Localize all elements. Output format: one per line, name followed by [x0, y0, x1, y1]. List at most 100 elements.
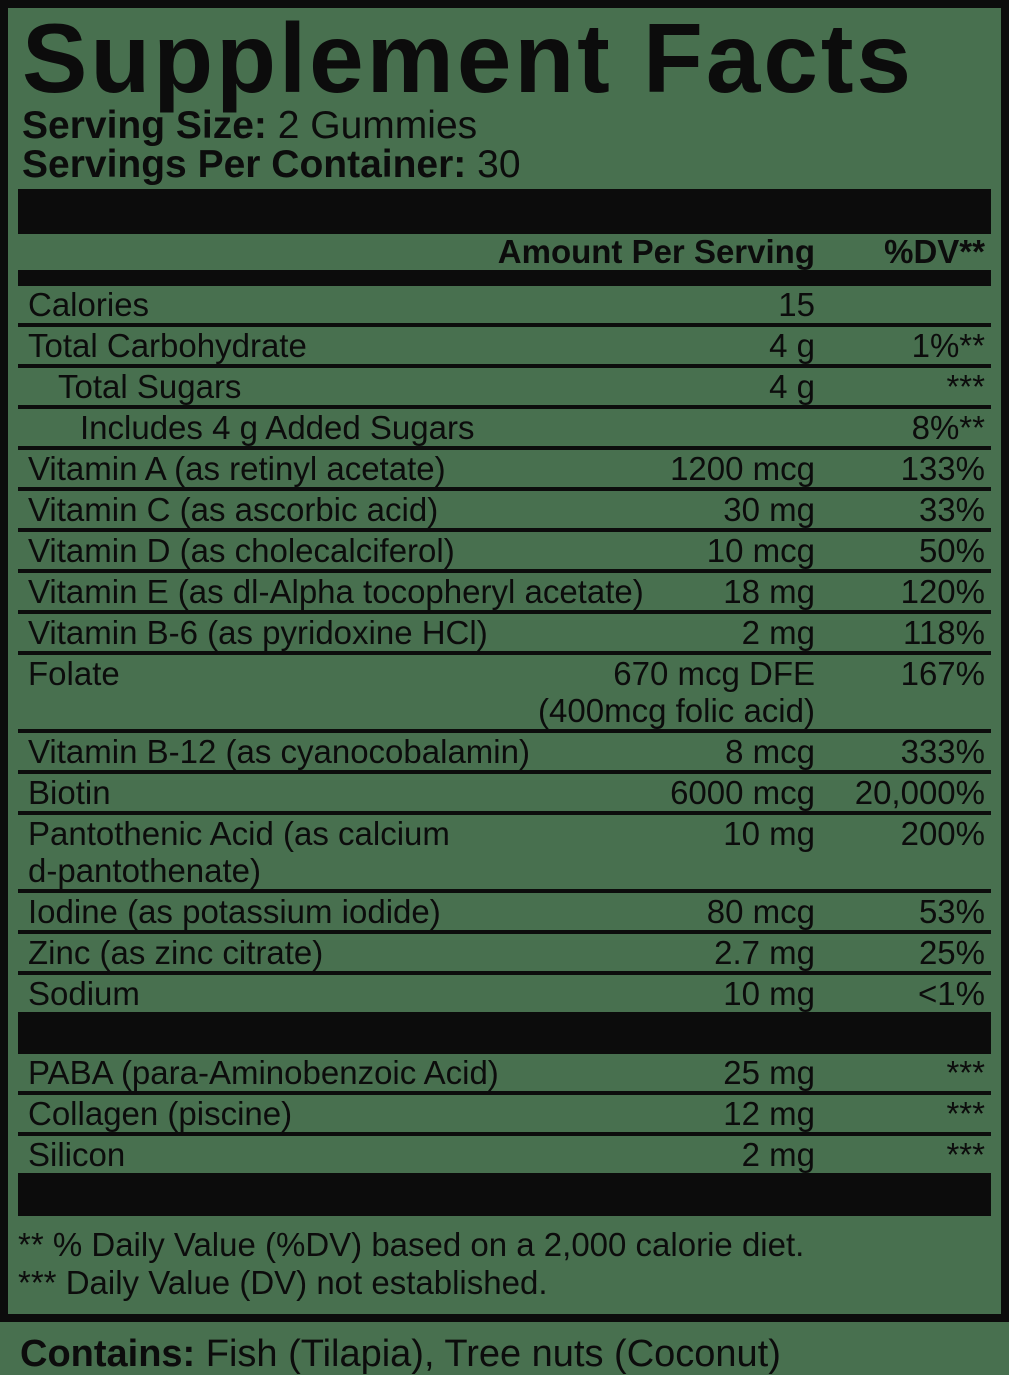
- row-name: Folate: [28, 655, 120, 692]
- table-row: Pantothenic Acid (as calcium 10 mg 200% …: [18, 815, 991, 893]
- table-row: Zinc (as zinc citrate) 2.7 mg 25%: [18, 934, 991, 975]
- row-dv: 133%: [900, 450, 985, 487]
- dv-header: %DV**: [884, 233, 985, 270]
- row-amount: 12 mg: [723, 1095, 815, 1132]
- extra-rows-group: PABA (para-Aminobenzoic Acid) 25 mg *** …: [18, 1054, 991, 1173]
- table-header-row: Amount Per Serving %DV**: [18, 234, 991, 270]
- serving-size-line: Serving Size: 2 Gummies: [22, 106, 991, 145]
- row-name: Collagen (piscine): [28, 1095, 293, 1132]
- row-amount: 8 mcg: [725, 733, 815, 770]
- table-row: Vitamin B-12 (as cyanocobalamin) 8 mcg 3…: [18, 733, 991, 774]
- panel-title: Supplement Facts: [22, 3, 915, 113]
- divider-bar-top: [18, 189, 991, 234]
- row-dv: 118%: [903, 614, 985, 651]
- row-amount: 4 g: [769, 368, 815, 405]
- servings-per-container-value: 30: [466, 143, 521, 186]
- row-name: Vitamin B-12 (as cyanocobalamin): [28, 733, 530, 770]
- row-dv: 120%: [900, 573, 985, 610]
- row-name: PABA (para-Aminobenzoic Acid): [28, 1054, 499, 1091]
- table-row: Collagen (piscine) 12 mg ***: [18, 1095, 991, 1136]
- row-amount: 670 mcg DFE: [613, 655, 815, 692]
- row-amount: 10 mg: [723, 975, 815, 1012]
- contains-line: Contains: Fish (Tilapia), Tree nuts (Coc…: [20, 1334, 1009, 1374]
- row-name: Iodine (as potassium iodide): [28, 893, 441, 930]
- row-dv: 53%: [918, 893, 985, 930]
- servings-per-container-line: Servings Per Container: 30: [22, 145, 991, 184]
- row-amount: 6000 mcg: [670, 774, 815, 811]
- row-amount: 2.7 mg: [714, 934, 815, 971]
- row-amount: 15: [778, 286, 815, 323]
- table-row: Folate 670 mcg DFE 167% (400mcg folic ac…: [18, 655, 991, 733]
- table-row: PABA (para-Aminobenzoic Acid) 25 mg ***: [18, 1054, 991, 1095]
- row-amount: 2 mg: [741, 614, 815, 651]
- serving-size-value: 2 Gummies: [266, 104, 478, 147]
- row-name: Biotin: [28, 774, 111, 811]
- table-row: Calories 15: [18, 286, 991, 327]
- nutrient-rows-group: Calories 15 Total Carbohydrate 4 g 1%** …: [18, 286, 991, 1012]
- row-name: Vitamin D (as cholecalciferol): [28, 532, 455, 569]
- table-row: Total Sugars 4 g ***: [18, 368, 991, 409]
- row-amount: 4 g: [769, 327, 815, 364]
- row-dv: 1%**: [911, 327, 985, 364]
- row-dv: 8%**: [911, 409, 985, 446]
- row-dv: 333%: [900, 733, 985, 770]
- row-name: Total Carbohydrate: [28, 327, 307, 364]
- row-name: Vitamin C (as ascorbic acid): [28, 491, 439, 528]
- row-amount: 30 mg: [723, 491, 815, 528]
- row-name: Zinc (as zinc citrate): [28, 934, 324, 971]
- row-dv: ***: [946, 368, 985, 405]
- row-amount: 18 mg: [723, 573, 815, 610]
- row-dv: <1%: [918, 975, 985, 1012]
- row-name: Total Sugars: [58, 368, 242, 405]
- row-amount: 10 mcg: [706, 532, 815, 569]
- row-name: Silicon: [28, 1136, 126, 1173]
- table-row: Biotin 6000 mcg 20,000%: [18, 774, 991, 815]
- row-dv: 167%: [900, 655, 985, 692]
- serving-size-label: Serving Size:: [22, 104, 267, 147]
- table-row: Vitamin A (as retinyl acetate) 1200 mcg …: [18, 450, 991, 491]
- row-name-line2: d-pantothenate): [28, 852, 262, 889]
- row-amount: 80 mcg: [706, 893, 815, 930]
- row-dv: 200%: [900, 815, 985, 852]
- table-row: Sodium 10 mg <1%: [18, 975, 991, 1012]
- divider-bar-middle: [18, 1012, 991, 1054]
- row-amount: 10 mg: [723, 815, 815, 852]
- supplement-facts-panel: Supplement Facts Serving Size: 2 Gummies…: [0, 0, 1009, 1322]
- table-row: Vitamin D (as cholecalciferol) 10 mcg 50…: [18, 532, 991, 573]
- table-row: Includes 4 g Added Sugars 8%**: [18, 409, 991, 450]
- row-dv: 20,000%: [854, 774, 985, 811]
- row-amount: 2 mg: [741, 1136, 815, 1173]
- row-amount-line2: (400mcg folic acid): [538, 692, 815, 729]
- row-name: Includes 4 g Added Sugars: [80, 409, 475, 446]
- row-name: Pantothenic Acid (as calcium: [28, 815, 450, 852]
- row-dv: ***: [946, 1054, 985, 1091]
- row-name: Vitamin E (as dl-Alpha tocopheryl acetat…: [28, 573, 644, 610]
- row-dv: 33%: [918, 491, 985, 528]
- row-name: Vitamin A (as retinyl acetate): [28, 450, 446, 487]
- contains-value: Fish (Tilapia), Tree nuts (Coconut): [195, 1333, 781, 1375]
- row-amount: 25 mg: [723, 1054, 815, 1091]
- row-dv: 25%: [918, 934, 985, 971]
- table-row: Silicon 2 mg ***: [18, 1136, 991, 1173]
- table-row: Vitamin E (as dl-Alpha tocopheryl acetat…: [18, 573, 991, 614]
- row-dv: ***: [946, 1136, 985, 1173]
- row-amount: 1200 mcg: [670, 450, 815, 487]
- footnote-dv-not-established: *** Daily Value (DV) not established.: [18, 1264, 548, 1301]
- row-dv: ***: [946, 1095, 985, 1132]
- divider-bar-bottom: [18, 1173, 991, 1216]
- table-row: Vitamin B-6 (as pyridoxine HCl) 2 mg 118…: [18, 614, 991, 655]
- row-dv: 50%: [918, 532, 985, 569]
- footnote-daily-value: ** % Daily Value (%DV) based on a 2,000 …: [18, 1226, 805, 1263]
- amount-per-serving-header: Amount Per Serving: [497, 233, 815, 270]
- row-name: Sodium: [28, 975, 140, 1012]
- contains-label: Contains:: [20, 1333, 196, 1375]
- table-row: Iodine (as potassium iodide) 80 mcg 53%: [18, 893, 991, 934]
- header-underline-bar: [18, 270, 991, 286]
- footnotes: ** % Daily Value (%DV) based on a 2,000 …: [18, 1226, 991, 1302]
- row-name: Calories: [28, 286, 150, 323]
- table-row: Total Carbohydrate 4 g 1%**: [18, 327, 991, 368]
- row-name: Vitamin B-6 (as pyridoxine HCl): [28, 614, 488, 651]
- table-row: Vitamin C (as ascorbic acid) 30 mg 33%: [18, 491, 991, 532]
- servings-per-container-label: Servings Per Container:: [22, 143, 467, 186]
